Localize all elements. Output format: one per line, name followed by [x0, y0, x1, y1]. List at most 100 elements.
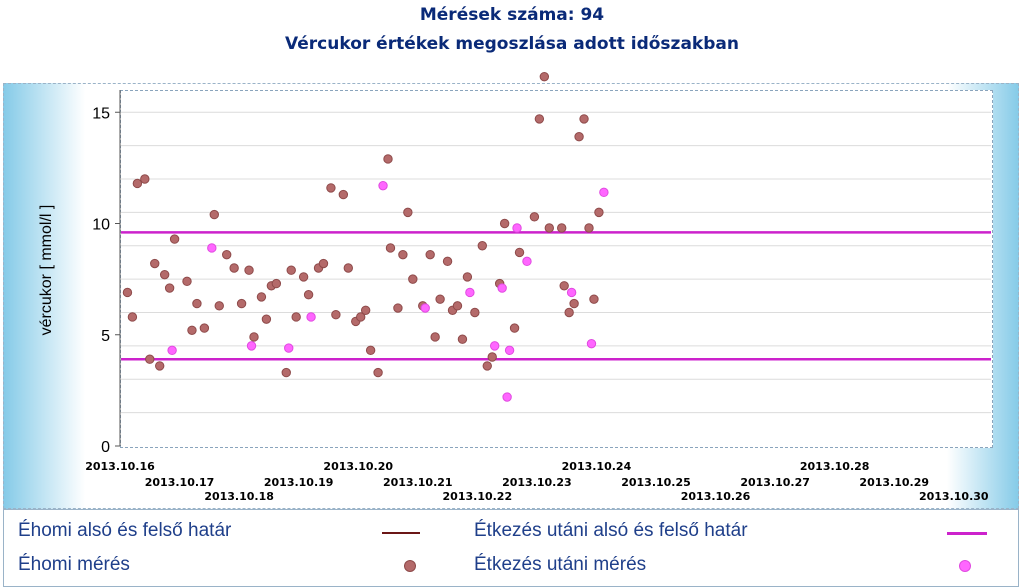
- fasting-measurement-point: [544, 223, 554, 233]
- fasting-measurement-point: [569, 298, 579, 309]
- fasting-measurement-point: [182, 276, 192, 287]
- fasting-measurement-point: [281, 367, 291, 378]
- postmeal-measurement-point: [522, 256, 532, 267]
- postmeal-measurement-point: [420, 303, 430, 313]
- postmeal-measurement-point: [465, 287, 475, 298]
- postmeal-measurement-point: [512, 223, 522, 233]
- legend-swatch-fasting-limits: [382, 532, 420, 534]
- fasting-measurement-point: [365, 345, 376, 356]
- fasting-measurement-point: [452, 301, 463, 311]
- fasting-measurement-point: [298, 272, 309, 282]
- fasting-measurement-point: [584, 223, 594, 233]
- fasting-measurement-point: [229, 263, 239, 273]
- fasting-measurement-point: [457, 334, 468, 344]
- fasting-measurement-point: [564, 307, 574, 318]
- x-tick-label: 2013.10.28: [800, 460, 870, 473]
- postmeal-measurement-point: [502, 392, 512, 402]
- fasting-measurement-point: [509, 323, 520, 333]
- fasting-measurement-point: [383, 154, 393, 164]
- fasting-measurement-point: [482, 361, 492, 371]
- fasting-measurement-point: [398, 249, 408, 260]
- y-tick-label: 5: [101, 328, 110, 345]
- fasting-measurement-point: [222, 249, 232, 260]
- fasting-measurement-point: [209, 209, 219, 220]
- x-tick-label: 2013.10.18: [204, 490, 274, 503]
- plot-area: [120, 90, 993, 448]
- fasting-measurement-point: [122, 287, 133, 298]
- legend-label-fasting-measurement: Éhomi mérés: [18, 554, 130, 575]
- fasting-measurement-point: [236, 298, 247, 309]
- fasting-measurement-point: [192, 298, 202, 309]
- postmeal-measurement-point: [246, 341, 257, 351]
- fasting-measurement-point: [360, 305, 371, 315]
- fasting-measurement-point: [470, 307, 480, 318]
- x-tick-label: 2013.10.21: [383, 476, 453, 489]
- fasting-measurement-point: [291, 312, 301, 322]
- y-axis-label: vércukor [ mmol/l ]: [38, 205, 55, 336]
- fasting-measurement-point: [318, 258, 329, 269]
- scatter-chart: 0 5 10 15 vércukor [ mmol/l ] 2013.10.16 2013.…: [38, 71, 991, 503]
- fasting-measurement-point: [574, 132, 584, 142]
- postmeal-measurement-point: [497, 283, 507, 293]
- fasting-measurement-point: [499, 218, 510, 229]
- fasting-measurement-point: [559, 281, 569, 291]
- x-tick-label: 2013.10.17: [145, 476, 215, 489]
- fasting-measurement-point: [356, 312, 366, 322]
- postmeal-measurement-point: [490, 341, 500, 351]
- fasting-measurement-point: [244, 265, 254, 275]
- x-tick-label: 2013.10.20: [323, 460, 393, 473]
- fasting-measurement-point: [579, 114, 589, 124]
- postmeal-measurement-point: [284, 343, 294, 353]
- fasting-measurement-point: [343, 263, 353, 273]
- fasting-measurement-point: [338, 189, 349, 200]
- fasting-measurement-point: [477, 241, 487, 251]
- y-tick-label: 0: [101, 439, 110, 456]
- fasting-measurement-point: [326, 183, 336, 193]
- fasting-measurement-point: [169, 234, 180, 244]
- fasting-measurement-point: [331, 310, 341, 320]
- x-tick-label: 2013.10.16: [85, 460, 155, 473]
- fasting-measurement-point: [557, 223, 567, 233]
- x-tick-label: 2013.10.23: [502, 476, 572, 489]
- fasting-measurement-point: [408, 274, 418, 284]
- fasting-measurement-point: [514, 247, 525, 258]
- legend-swatch-postmeal-measurement: [960, 561, 970, 571]
- postmeal-measurement-point: [504, 345, 515, 356]
- fasting-measurement-point: [155, 361, 165, 371]
- chart-title: Vércukor értékek megoszlása adott idősza…: [285, 34, 739, 54]
- postmeal-measurement-point: [586, 338, 597, 349]
- fasting-measurement-point: [271, 278, 282, 289]
- postmeal-measurement-point: [306, 312, 316, 322]
- legend-swatch-postmeal-limits: [947, 532, 987, 535]
- fasting-measurement-point: [159, 269, 170, 280]
- fasting-measurement-point: [127, 312, 138, 322]
- fasting-measurement-point: [214, 301, 224, 311]
- fasting-measurement-point: [462, 272, 473, 282]
- x-tick-label: 2013.10.29: [859, 476, 929, 489]
- fasting-measurement-point: [140, 174, 150, 184]
- fasting-measurement-point: [385, 243, 396, 253]
- x-tick-label: 2013.10.25: [621, 476, 691, 489]
- fasting-measurement-point: [425, 249, 435, 260]
- y-tick-label: 10: [92, 217, 110, 234]
- x-tick-label: 2013.10.19: [264, 476, 334, 489]
- fasting-measurement-point: [145, 354, 155, 364]
- fasting-measurement-point: [373, 367, 383, 378]
- chart-count-title: Mérések száma: 94: [419, 5, 605, 25]
- fasting-measurement-point: [303, 290, 314, 300]
- postmeal-measurement-point: [207, 243, 217, 253]
- postmeal-measurement-point: [599, 187, 609, 198]
- fasting-measurement-point: [199, 323, 210, 333]
- fasting-measurement-point: [261, 314, 272, 324]
- legend-swatch-fasting-measurement: [405, 561, 415, 571]
- legend-label-postmeal-limits: Étkezés utáni alsó és felső határ: [474, 520, 748, 541]
- y-tick-label: 15: [92, 105, 110, 122]
- fasting-measurement-point: [164, 283, 175, 293]
- legend-label-fasting-limits: Éhomi alsó és felső határ: [18, 520, 232, 541]
- fasting-measurement-point: [256, 292, 267, 302]
- fasting-measurement-point: [393, 303, 403, 313]
- fasting-measurement-point: [187, 325, 197, 335]
- fasting-measurement-point: [286, 265, 296, 275]
- fasting-measurement-point: [430, 332, 440, 342]
- fasting-measurement-point: [442, 256, 453, 267]
